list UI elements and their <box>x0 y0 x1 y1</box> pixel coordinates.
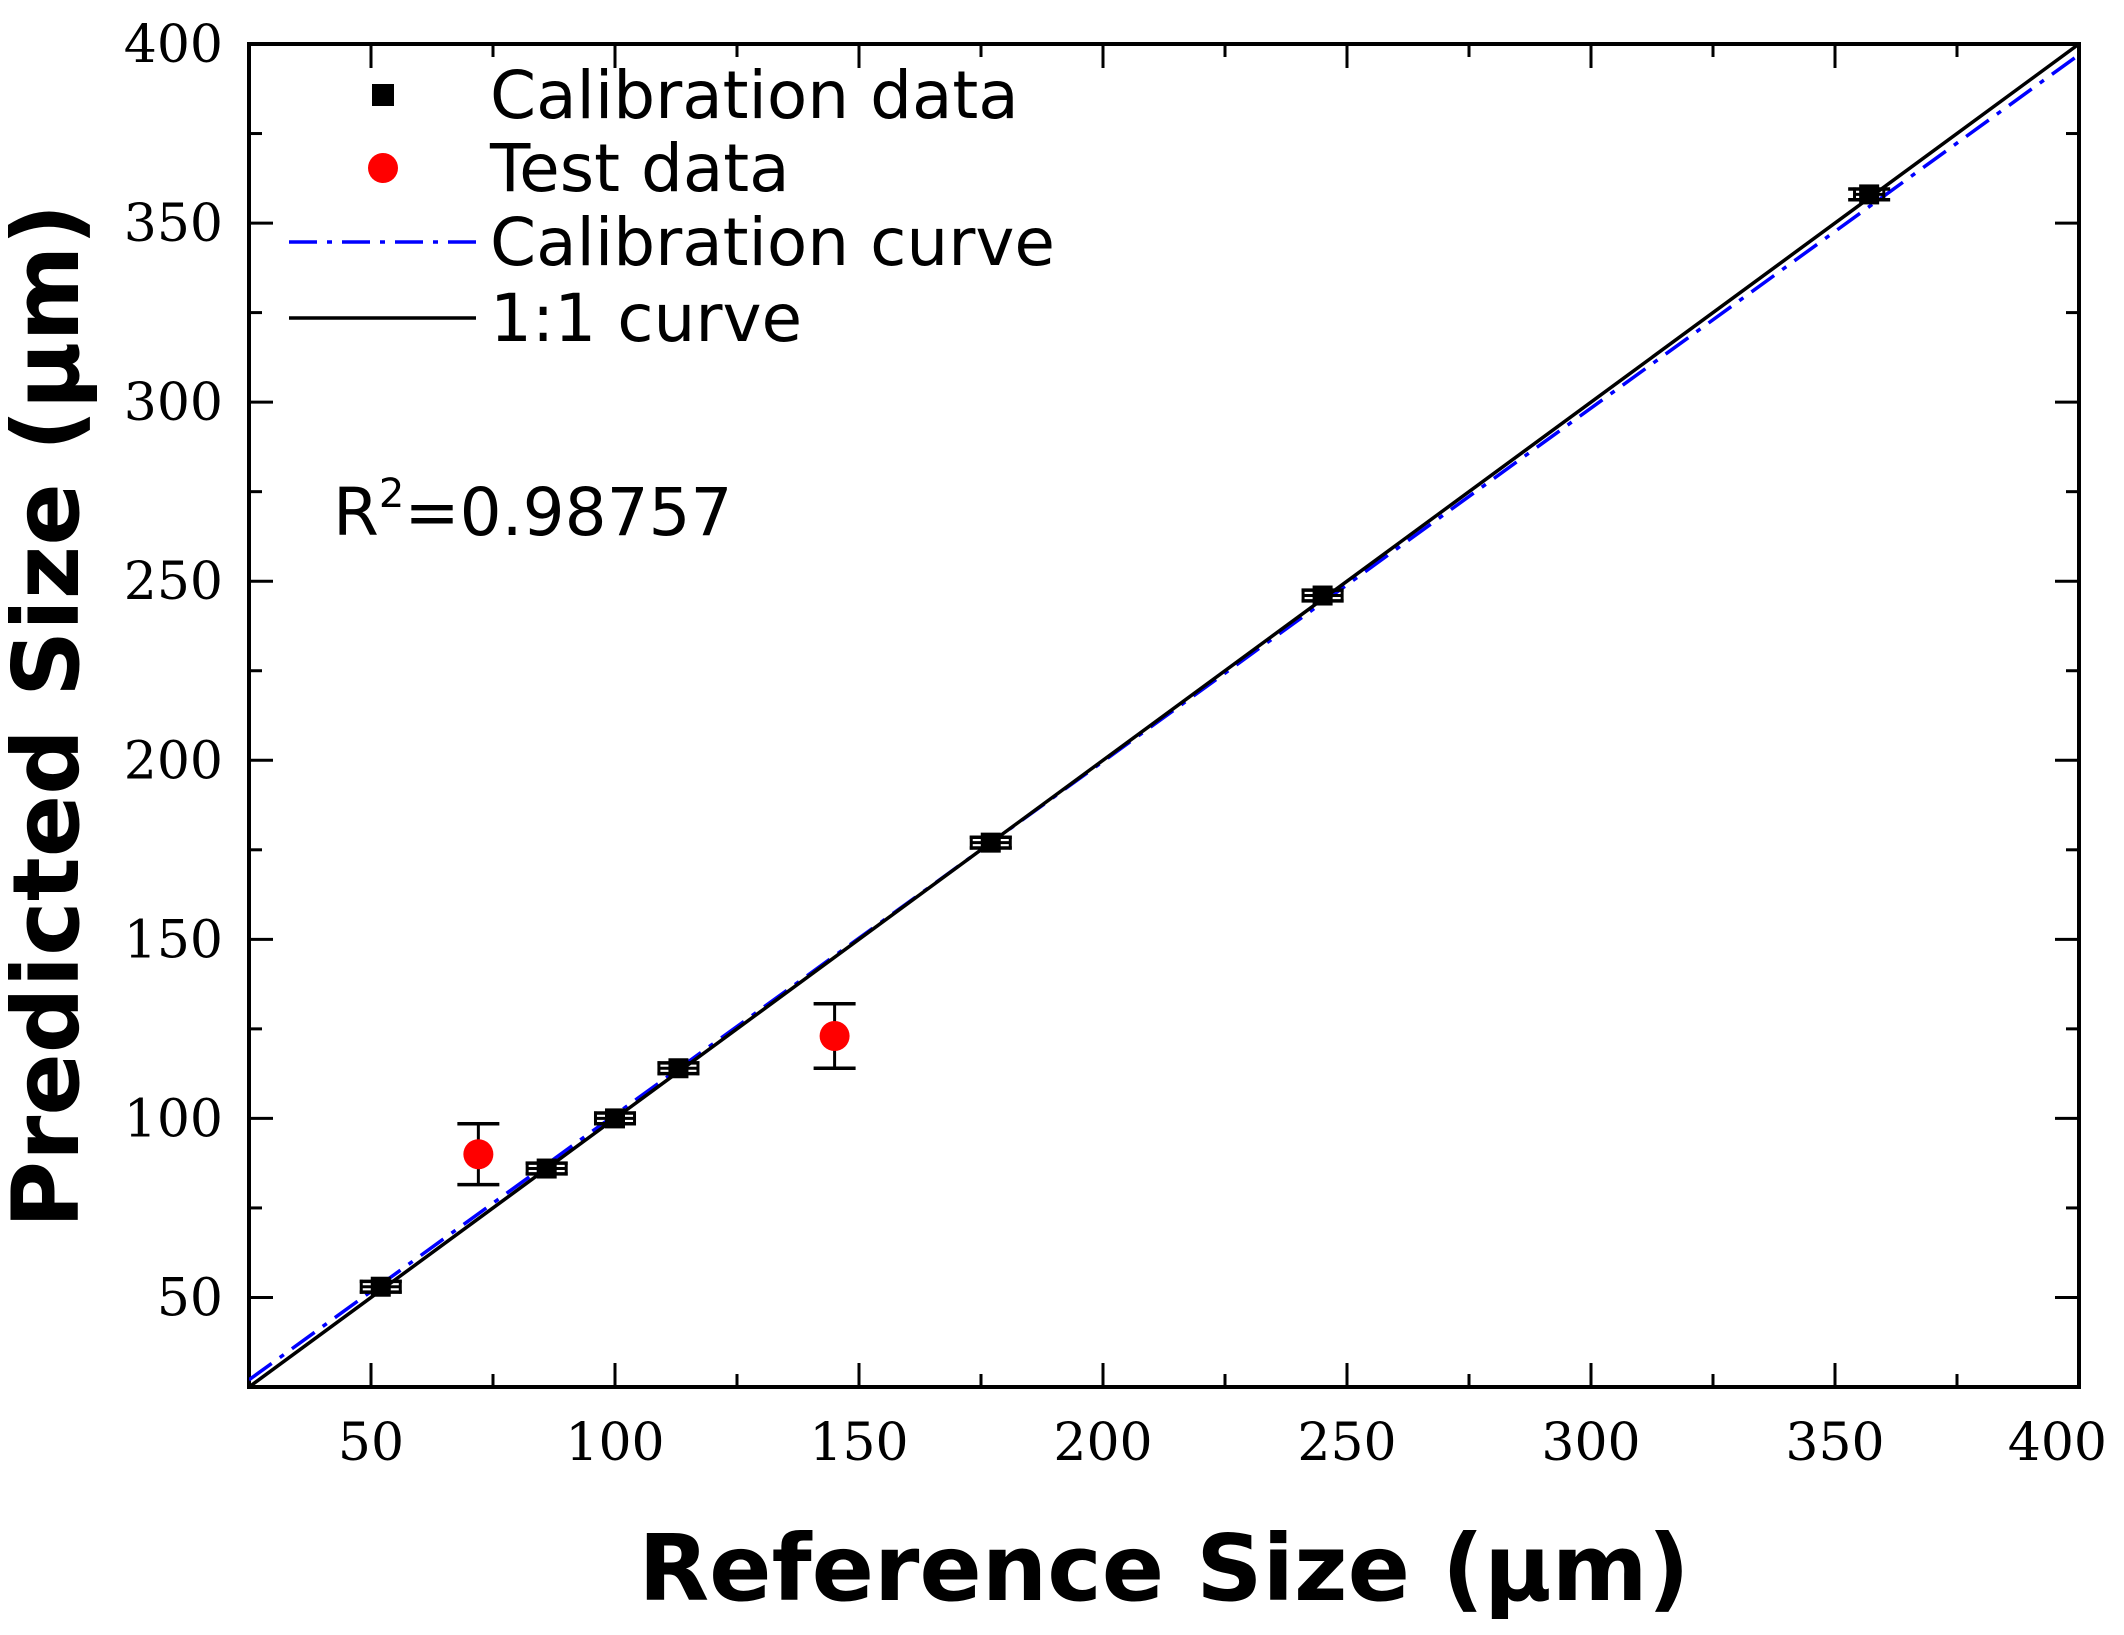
y-axis-title: Predicted Size (μm) <box>0 204 100 1229</box>
plot-frame <box>247 42 2081 1389</box>
y-tick-label: 400 <box>124 15 223 75</box>
legend-label: Calibration data <box>490 57 1019 134</box>
legend-label: 1:1 curve <box>490 280 802 357</box>
y-tick-label: 350 <box>124 194 223 254</box>
x-tick-label: 300 <box>1541 1413 1640 1473</box>
y-axis-ticks <box>249 42 2079 1299</box>
test-data-point <box>463 1139 494 1170</box>
calibration-data-point <box>980 832 1001 853</box>
r-squared-base: R <box>333 474 379 551</box>
calibration-data-point <box>536 1158 557 1179</box>
x-axis-ticks <box>369 44 2081 1387</box>
y-tick-label: 100 <box>124 1089 223 1149</box>
y-tick-label: 150 <box>124 910 223 970</box>
calibration-data-point <box>668 1058 689 1079</box>
x-tick-label: 100 <box>565 1413 664 1473</box>
y-tick-label: 200 <box>124 731 223 791</box>
y-tick-label: 250 <box>124 552 223 612</box>
test-data-point <box>819 1021 850 1052</box>
calibration-data-point <box>370 1276 391 1297</box>
legend-square-marker <box>372 84 394 106</box>
x-tick-label: 350 <box>1785 1413 1884 1473</box>
legend-label: Calibration curve <box>490 204 1055 281</box>
x-axis-tick-labels: 50 100 150 200 250 300 350 400 <box>338 1413 2107 1473</box>
r-squared-annotation: R2=0.98757 <box>333 471 733 551</box>
x-tick-label: 250 <box>1297 1413 1396 1473</box>
r-squared-value: =0.98757 <box>404 474 732 551</box>
x-tick-label: 400 <box>2008 1413 2107 1473</box>
y-tick-label: 50 <box>157 1268 223 1328</box>
calibration-data-point <box>1859 184 1880 205</box>
y-tick-label: 300 <box>124 373 223 433</box>
legend-circle-marker <box>368 153 398 183</box>
x-axis-title: Reference Size (μm) <box>638 1515 1689 1622</box>
x-tick-label: 150 <box>809 1413 908 1473</box>
calibration-data-point <box>1312 585 1333 606</box>
x-tick-label: 50 <box>338 1413 404 1473</box>
legend-label: Test data <box>489 130 790 207</box>
y-axis-tick-labels: 50 100 150 200 250 300 350 400 <box>124 15 223 1328</box>
plot-points <box>359 184 1891 1297</box>
r-squared-superscript: 2 <box>379 471 404 517</box>
x-tick-label: 200 <box>1053 1413 1152 1473</box>
calibration-data-point <box>605 1108 625 1129</box>
